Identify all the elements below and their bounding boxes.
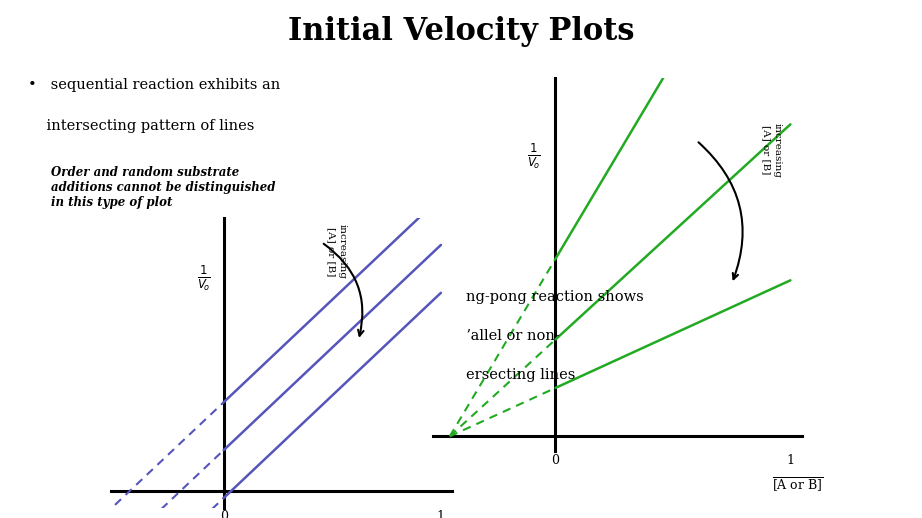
Text: $\frac{1}{V_{\!o}}$: $\frac{1}{V_{\!o}}$ <box>196 263 210 293</box>
Text: 0: 0 <box>551 454 560 467</box>
Text: ng-pong reaction shows: ng-pong reaction shows <box>466 290 644 304</box>
Text: Order and random substrate
additions cannot be distinguished
in this type of plo: Order and random substrate additions can… <box>51 166 275 209</box>
Text: •   sequential reaction exhibits an: • sequential reaction exhibits an <box>28 78 280 92</box>
Text: $\frac{1}{V_{\!o}}$: $\frac{1}{V_{\!o}}$ <box>527 142 541 171</box>
Text: ersecting lines: ersecting lines <box>466 368 575 382</box>
Text: 0: 0 <box>219 510 228 518</box>
Text: increasing
[A] or [B]: increasing [A] or [B] <box>762 123 781 178</box>
Text: Initial Velocity Plots: Initial Velocity Plots <box>288 16 634 47</box>
Text: 1: 1 <box>437 510 445 518</box>
Text: increasing
[A] or [B]: increasing [A] or [B] <box>327 224 347 279</box>
Text: 1: 1 <box>786 454 795 467</box>
Text: $\overline{\mathregular{[A\ or\ B]}}$: $\overline{\mathregular{[A\ or\ B]}}$ <box>772 476 823 494</box>
Text: intersecting pattern of lines: intersecting pattern of lines <box>28 119 254 133</box>
Text: ʼallel or non-: ʼallel or non- <box>466 329 560 343</box>
